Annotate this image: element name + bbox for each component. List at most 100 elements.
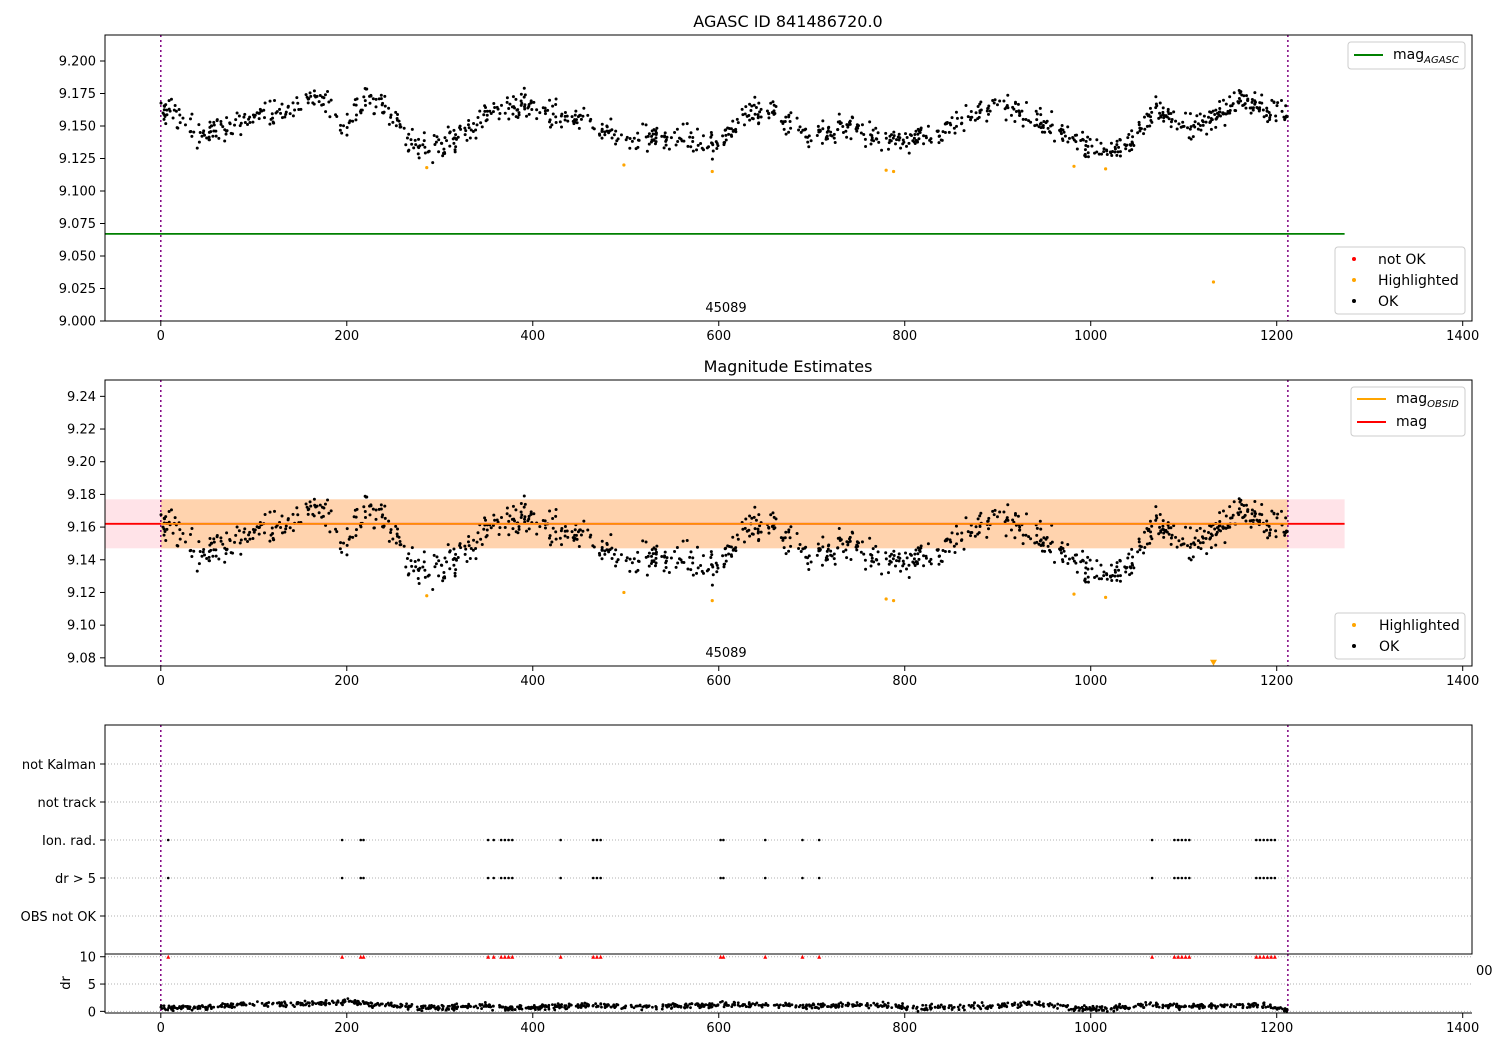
ok-point: [1105, 573, 1109, 577]
ok-point: [446, 543, 450, 547]
ok-point: [759, 530, 763, 534]
dr-point: [162, 1006, 166, 1010]
ok-point: [1208, 120, 1212, 124]
ok-point: [527, 517, 531, 521]
ok-point: [1014, 110, 1018, 114]
ok-point: [1189, 542, 1193, 546]
flag-point: [166, 876, 170, 880]
dr-point: [220, 1005, 224, 1009]
ok-point: [845, 135, 849, 139]
ok-point: [1014, 101, 1018, 105]
ok-point: [228, 539, 232, 543]
ok-point: [452, 563, 456, 567]
flag-point: [1188, 876, 1191, 880]
dr-point: [1064, 1004, 1068, 1008]
ok-point: [215, 533, 219, 537]
ok-point: [410, 564, 414, 568]
ok-point: [1018, 114, 1022, 118]
ok-point: [1283, 533, 1287, 537]
ok-point: [329, 509, 333, 513]
panel4-x-tick-label: 400: [520, 1021, 545, 1036]
ok-point: [571, 536, 575, 540]
ok-point: [1102, 147, 1106, 151]
ok-point: [374, 105, 378, 109]
ok-point: [1095, 574, 1099, 578]
ok-point: [632, 557, 636, 561]
legend-highlighted-marker: [1352, 623, 1356, 627]
ok-point: [563, 534, 567, 538]
ok-point: [517, 527, 521, 531]
ok-point: [1209, 116, 1213, 120]
ok-point: [223, 139, 227, 143]
ok-point: [313, 503, 317, 507]
ok-point: [488, 109, 492, 113]
dr-point: [1201, 1004, 1205, 1008]
ok-point: [530, 107, 534, 111]
ok-point: [816, 124, 820, 128]
ok-point: [749, 108, 753, 112]
dr-point: [510, 1008, 514, 1012]
ok-point: [960, 531, 964, 535]
ok-point: [511, 95, 515, 99]
ok-point: [799, 130, 803, 134]
ok-point: [937, 554, 941, 558]
ok-point: [771, 100, 775, 104]
ok-point: [1253, 510, 1257, 514]
dr-point: [210, 1007, 213, 1011]
ok-point: [787, 530, 791, 534]
ok-point: [1050, 110, 1054, 114]
ok-point: [389, 528, 393, 532]
panel2-x-tick-label: 800: [892, 674, 917, 689]
ok-point: [1219, 114, 1223, 118]
ok-point: [756, 531, 760, 535]
ok-point: [443, 151, 447, 155]
ok-point: [365, 495, 369, 499]
dr-point: [886, 1001, 890, 1005]
panel2-axes: 0 200 400 600 800 1000 1200 14009.089.109.129.1…: [67, 390, 1479, 689]
ok-point: [423, 575, 427, 579]
ok-point: [551, 104, 555, 108]
dr-point: [655, 1007, 658, 1011]
dr-point: [506, 1006, 510, 1010]
dr-point: [695, 1002, 699, 1006]
dr-point: [654, 1004, 658, 1008]
ok-point: [880, 148, 884, 152]
ok-point: [257, 526, 261, 530]
ok-point: [371, 507, 375, 511]
ok-point: [484, 518, 488, 522]
ok-point: [1177, 539, 1181, 543]
ok-point: [904, 132, 908, 136]
ok-point: [178, 113, 182, 117]
dr-point: [1056, 1007, 1059, 1010]
ok-point: [463, 544, 467, 548]
dr-point: [569, 1003, 573, 1007]
ok-point: [1261, 108, 1265, 112]
ok-point: [732, 128, 736, 132]
dr-point: [1027, 1002, 1031, 1006]
ok-point: [1169, 526, 1173, 530]
dr-point: [498, 1005, 502, 1009]
dr-point: [1037, 1000, 1041, 1004]
ok-point: [1073, 553, 1077, 557]
ok-point: [836, 120, 840, 124]
ok-point: [405, 136, 409, 140]
dr-point: [356, 999, 360, 1003]
ok-point: [916, 546, 920, 550]
ok-point: [291, 512, 295, 516]
ok-point: [870, 134, 874, 138]
ok-point: [280, 514, 284, 518]
ok-point: [992, 513, 996, 517]
ok-point: [1175, 127, 1179, 131]
ok-point: [345, 543, 349, 547]
ok-point: [582, 106, 586, 110]
dr-clipped-marker: [591, 954, 596, 959]
ok-point: [368, 513, 372, 517]
ok-point: [1260, 503, 1264, 507]
dr-point: [383, 1004, 387, 1008]
dr-point: [989, 1006, 993, 1010]
ok-point: [489, 112, 493, 116]
ok-point: [589, 117, 593, 121]
ok-point: [731, 119, 735, 123]
ok-point: [781, 536, 785, 540]
dr-point: [801, 1003, 805, 1007]
